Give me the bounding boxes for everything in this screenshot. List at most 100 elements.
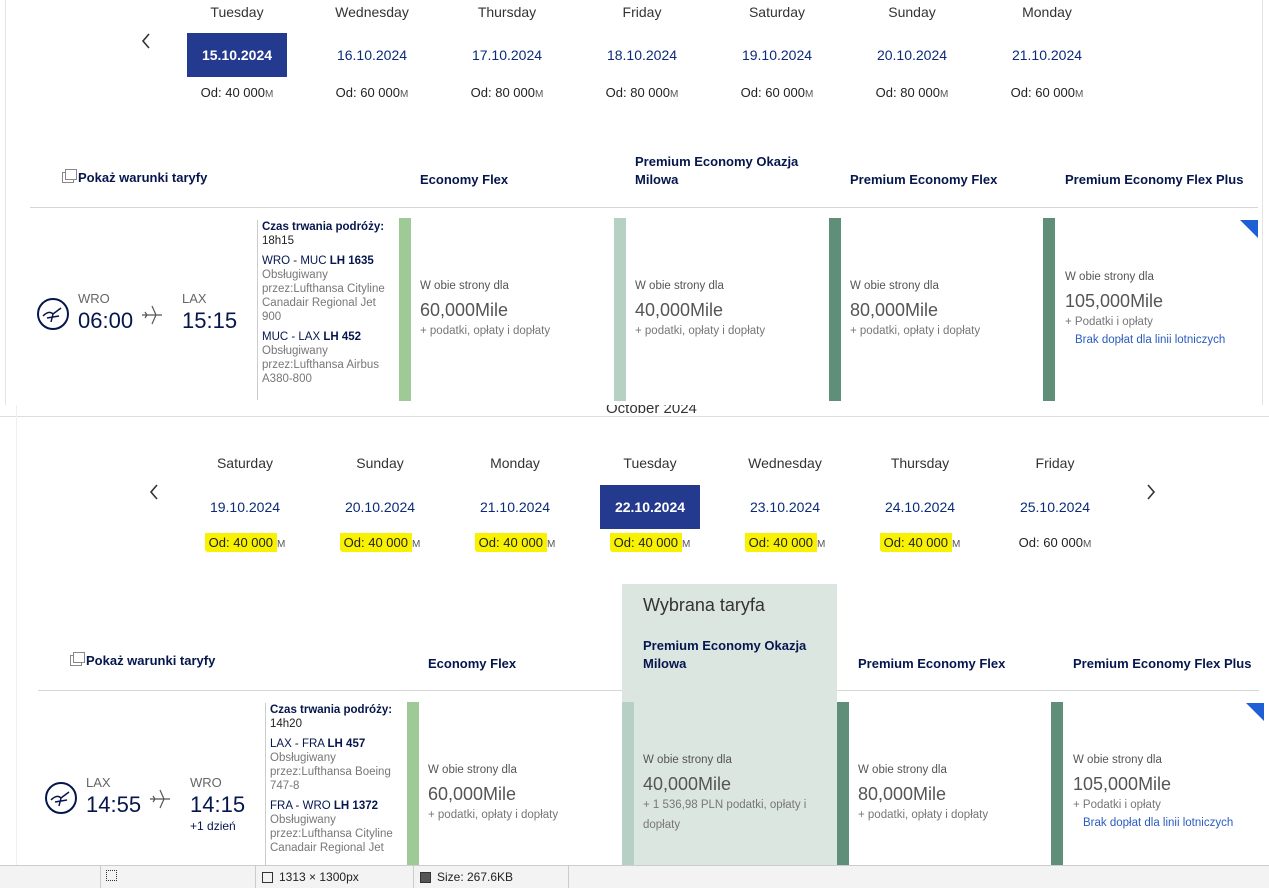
airplane-icon xyxy=(148,787,172,811)
day-option[interactable]: Tuesday 22.10.2024 Od: 40 000 M xyxy=(595,455,705,552)
day-date[interactable]: 21.10.2024 xyxy=(1011,47,1083,63)
price-text: Od: 80 000 xyxy=(875,85,940,100)
day-date[interactable]: 21.10.2024 xyxy=(479,499,551,515)
fare-miles: 80,000Mile xyxy=(858,784,947,804)
duration-label: Czas trwania podróży: xyxy=(262,221,385,233)
no-surcharge-link[interactable]: Brak dopłat dla linii lotniczych xyxy=(1083,817,1234,829)
highlighted-price: Od: 40 000 xyxy=(474,533,547,552)
fare-label: W obie strony dla xyxy=(850,280,939,292)
statusbar-separator xyxy=(413,866,414,888)
duration-value: 18h15 xyxy=(262,235,294,247)
fare-header-premium-okazja: Premium Economy Okazja Milowa xyxy=(643,638,807,671)
flight-number: LH 1635 xyxy=(329,255,374,267)
fare-cell-economy-flex[interactable]: W obie strony dla 60,000Mile + podatki, … xyxy=(428,764,558,825)
next-week-chevron-icon[interactable] xyxy=(1145,484,1161,504)
day-date[interactable]: 17.10.2024 xyxy=(471,47,543,63)
fare-miles: 105,000Mile xyxy=(1073,774,1172,794)
day-option[interactable]: Wednesday 23.10.2024 Od: 40 000 M xyxy=(730,455,840,552)
fare-header-economy-flex: Economy Flex xyxy=(420,172,509,187)
fare-label: W obie strony dla xyxy=(1065,271,1154,283)
day-date[interactable]: 19.10.2024 xyxy=(741,47,813,63)
price-text: Od: 80 000 xyxy=(605,85,670,100)
day-date[interactable]: 25.10.2024 xyxy=(1019,499,1091,515)
prev-week-chevron-icon[interactable] xyxy=(140,33,156,53)
day-date[interactable]: 18.10.2024 xyxy=(606,47,678,63)
day-option[interactable]: Sunday 20.10.2024 Od: 80 000M xyxy=(857,4,967,100)
day-price: Od: 60 000M xyxy=(722,85,832,100)
highlighted-price: Od: 40 000 xyxy=(879,533,952,552)
highlighted-price: Od: 40 000 xyxy=(204,533,277,552)
fare-cell-premium-flex[interactable]: W obie strony dla 80,000Mile + podatki, … xyxy=(858,764,988,825)
day-option[interactable]: Monday 21.10.2024 Od: 60 000M xyxy=(992,4,1102,100)
miles-unit: M xyxy=(546,539,556,550)
segment-route: FRA - WRO xyxy=(270,800,331,812)
fare-cell-premium-flex-plus[interactable]: W obie strony dla 105,000Mile + Podatki … xyxy=(1073,754,1233,829)
fare-miles: 105,000Mile xyxy=(1065,291,1164,311)
day-name: Tuesday xyxy=(623,455,677,471)
dimensions-icon xyxy=(262,871,273,883)
day-name: Sunday xyxy=(888,4,936,20)
fare-tax: + podatki, opłaty i dopłaty xyxy=(635,325,766,337)
fare-header-premium-flex-plus: Premium Economy Flex Plus xyxy=(1073,656,1252,671)
day-date[interactable]: 23.10.2024 xyxy=(749,499,821,515)
miles-unit: M xyxy=(669,89,679,100)
day-option[interactable]: Saturday 19.10.2024 Od: 40 000 M xyxy=(190,455,300,552)
day-date[interactable]: 16.10.2024 xyxy=(336,47,408,63)
selected-date[interactable]: 22.10.2024 xyxy=(600,485,700,529)
day-option[interactable]: Friday 25.10.2024 Od: 60 000M xyxy=(1000,455,1110,550)
statusbar-separator xyxy=(100,866,101,888)
fare-label: W obie strony dla xyxy=(858,764,947,776)
day-option[interactable]: Thursday 24.10.2024 Od: 40 000 M xyxy=(865,455,975,552)
day-date[interactable]: 19.10.2024 xyxy=(209,499,281,515)
day-option[interactable]: Tuesday 15.10.2024 Od: 40 000M xyxy=(182,4,292,100)
fare-tax: + podatki, opłaty i dopłaty xyxy=(858,809,989,821)
selection-tool-icon[interactable] xyxy=(106,870,117,881)
statusbar-separator xyxy=(568,866,569,888)
fare-header-premium-flex: Premium Economy Flex xyxy=(858,656,1006,671)
segment-1[interactable]: LAX - FRA LH 457 xyxy=(270,737,400,751)
divider xyxy=(38,690,622,691)
miles-unit: M xyxy=(276,539,286,550)
day-date[interactable]: 20.10.2024 xyxy=(876,47,948,63)
miles-unit: M xyxy=(951,539,961,550)
day-option[interactable]: Sunday 20.10.2024 Od: 40 000 M xyxy=(325,455,435,552)
fare-cell-economy-flex[interactable]: W obie strony dla 60,000Mile + podatki, … xyxy=(420,280,550,341)
panel-border xyxy=(1262,0,1263,405)
day-option[interactable]: Friday 18.10.2024 Od: 80 000M xyxy=(587,4,697,100)
fare-cell-premium-okazja[interactable]: W obie strony dla 40,000Mile + podatki, … xyxy=(635,280,765,341)
show-fare-conditions-link[interactable]: Pokaż warunki taryfy xyxy=(70,652,216,668)
selected-date[interactable]: 15.10.2024 xyxy=(187,33,287,77)
fare-cell-premium-okazja-selected[interactable]: W obie strony dla 40,000Mile + 1 536,98 … xyxy=(643,754,823,835)
file-size-text: Size: 267.6KB xyxy=(437,870,514,884)
flight-number: LH 1372 xyxy=(333,800,379,812)
segment-1[interactable]: WRO - MUC LH 1635 xyxy=(262,254,392,268)
segment-2[interactable]: FRA - WRO LH 1372 xyxy=(270,799,400,813)
fare-cell-premium-flex-plus[interactable]: W obie strony dla 105,000Mile + Podatki … xyxy=(1065,271,1225,346)
fare-cell-premium-flex[interactable]: W obie strony dla 80,000Mile + podatki, … xyxy=(850,280,980,341)
day-option[interactable]: Monday 21.10.2024 Od: 40 000 M xyxy=(460,455,570,552)
destination-code: LAX xyxy=(182,291,207,306)
segment-operator: Obsługiwany przez:Lufthansa Airbus A380-… xyxy=(262,345,379,385)
day-option[interactable]: Wednesday 16.10.2024 Od: 60 000M xyxy=(317,4,427,100)
segment-operator: Obsługiwany przez:Lufthansa Cityline Can… xyxy=(262,269,385,323)
no-surcharge-link[interactable]: Brak dopłat dla linii lotniczych xyxy=(1075,334,1226,346)
day-option[interactable]: Saturday 19.10.2024 Od: 60 000M xyxy=(722,4,832,100)
show-fare-conditions-label: Pokaż warunki taryfy xyxy=(86,653,216,668)
prev-week-chevron-icon[interactable] xyxy=(148,484,164,504)
show-fare-conditions-link[interactable]: Pokaż warunki taryfy xyxy=(62,169,207,185)
next-day-indicator: +1 dzień xyxy=(190,819,236,833)
day-date[interactable]: 20.10.2024 xyxy=(344,499,416,515)
segment-2[interactable]: MUC - LAX LH 452 xyxy=(262,330,392,344)
day-name: Friday xyxy=(622,4,662,20)
fare-miles: 60,000Mile xyxy=(420,300,509,320)
price-text: Od: 60 000 xyxy=(1018,535,1083,550)
day-date[interactable]: 24.10.2024 xyxy=(884,499,956,515)
day-price: Od: 80 000M xyxy=(857,85,967,100)
miles-unit: M xyxy=(816,539,826,550)
day-price: Od: 80 000M xyxy=(587,85,697,100)
fare-label: W obie strony dla xyxy=(635,280,724,292)
day-option[interactable]: Thursday 17.10.2024 Od: 80 000M xyxy=(452,4,562,100)
